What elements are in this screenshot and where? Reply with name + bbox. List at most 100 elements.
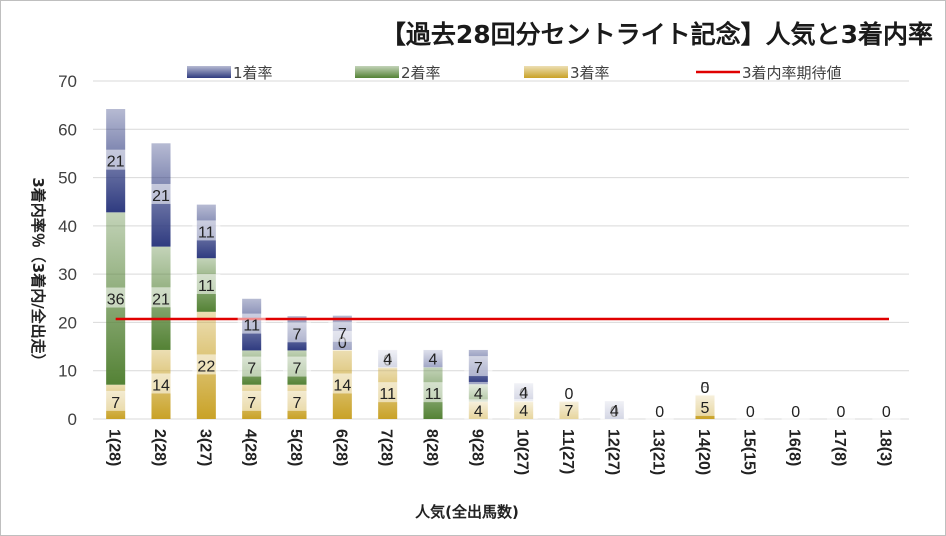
data-label-bg	[827, 400, 855, 420]
data-label-bg	[691, 395, 719, 416]
x-tick-label: 3(27)	[196, 429, 213, 466]
x-tick-label: 11(27)	[559, 429, 576, 474]
y-axis-title: 3着内率％（3着内/全出走）	[29, 177, 47, 368]
y-tick-label: 60	[58, 120, 77, 139]
data-label-bg	[237, 390, 266, 411]
data-label-bg	[419, 347, 447, 368]
data-label-bg	[101, 149, 130, 170]
data-label: 4	[519, 385, 528, 402]
y-tick-label: 40	[58, 217, 77, 236]
data-label-bg	[464, 356, 493, 377]
data-label: 21	[152, 188, 170, 205]
data-label: 11	[198, 278, 215, 295]
x-tick-label: 13(21)	[650, 429, 667, 475]
data-label-bg	[101, 390, 130, 411]
data-label-bg	[555, 382, 583, 403]
data-label-bg	[147, 287, 175, 308]
data-label: 11	[379, 386, 396, 403]
data-label-bg	[192, 274, 221, 295]
x-tick-label: 7(28)	[378, 429, 395, 466]
legend-label: 3着率	[570, 64, 610, 82]
data-label-bg	[555, 399, 583, 420]
legend-swatch	[187, 66, 231, 78]
data-label: 4	[429, 352, 438, 369]
data-label: 7	[247, 361, 256, 378]
data-label-bg	[283, 322, 311, 343]
x-tick-label: 17(8)	[831, 429, 848, 466]
data-label-bg	[373, 382, 402, 403]
x-tick-label: 8(28)	[423, 429, 440, 466]
data-label-bg	[600, 399, 629, 420]
data-label-bg	[147, 183, 175, 204]
data-label-bg	[192, 354, 221, 375]
data-label-bg	[192, 220, 221, 241]
x-tick-label: 9(28)	[468, 429, 485, 466]
data-label: 0	[338, 335, 347, 352]
data-label: 11	[425, 386, 442, 403]
legend-label: 2着率	[401, 64, 441, 82]
data-label-bg	[691, 375, 719, 396]
data-label: 4	[383, 352, 392, 369]
legend-swatch	[524, 66, 568, 78]
x-tick-label: 16(8)	[786, 429, 803, 466]
legend-label: 1着率	[233, 64, 273, 82]
data-label: 4	[519, 403, 528, 420]
x-tick-label: 10(27)	[514, 429, 531, 475]
data-label-bg	[464, 399, 493, 420]
legend: 1着率 2着率 3着率 3着内率期待値	[187, 64, 842, 82]
data-label-bg	[373, 347, 402, 368]
data-label: 11	[243, 318, 260, 335]
x-tick-label: 1(28)	[106, 429, 123, 466]
data-label: 0	[746, 404, 755, 421]
data-label: 7	[111, 395, 120, 412]
x-tick-label: 6(28)	[332, 429, 349, 466]
data-label-bg	[283, 390, 311, 411]
data-label-bg	[464, 381, 493, 402]
legend-label: 3着内率期待値	[742, 64, 842, 82]
gridlines	[93, 80, 909, 420]
data-label-bg	[147, 373, 175, 394]
y-tick-label: 70	[58, 72, 77, 91]
data-label: 21	[152, 291, 170, 308]
data-label-bg	[328, 321, 357, 342]
x-tick-label: 15(15)	[740, 429, 757, 475]
data-label: 0	[655, 404, 664, 421]
data-label: 7	[565, 403, 574, 420]
x-tick-label: 12(27)	[604, 429, 621, 475]
data-label: 0	[882, 404, 891, 421]
data-label: 0	[791, 404, 800, 421]
data-label-bg	[872, 400, 901, 420]
data-label: 36	[107, 292, 125, 309]
data-label-bg	[419, 382, 447, 403]
x-tick-label: 14(20)	[695, 429, 712, 475]
data-label: 7	[293, 361, 302, 378]
y-tick-label: 20	[58, 313, 77, 332]
x-axis-title: 人気(全出馬数)	[415, 503, 519, 521]
data-label: 22	[197, 358, 215, 375]
data-labels: 7362114212122111177117771407110411444740…	[101, 149, 901, 421]
y-axis-ticks: 0 10 20 30 40 50 60 70	[58, 72, 77, 429]
data-label-bg	[781, 400, 810, 420]
data-label: 4	[474, 403, 483, 420]
data-label: 0	[701, 380, 710, 397]
data-label: 0	[837, 404, 846, 421]
data-label-bg	[328, 373, 357, 394]
data-label: 0	[565, 386, 574, 403]
data-label: 7	[293, 395, 302, 412]
data-label-bg	[237, 356, 266, 377]
data-label-bg	[509, 399, 538, 420]
data-label: 11	[198, 224, 215, 241]
data-label-bg	[101, 287, 130, 308]
chart-title: 【過去28回分セントライト記念】人気と3着内率	[381, 20, 933, 49]
y-tick-label: 50	[58, 169, 77, 188]
data-label-bg	[283, 356, 311, 377]
data-label: 14	[152, 377, 170, 394]
data-label-bg	[645, 400, 674, 420]
data-label-bg	[237, 313, 266, 334]
y-tick-label: 0	[68, 410, 77, 429]
x-tick-label: 4(28)	[242, 429, 259, 466]
y-tick-label: 10	[58, 362, 77, 381]
data-label: 4	[474, 386, 483, 403]
